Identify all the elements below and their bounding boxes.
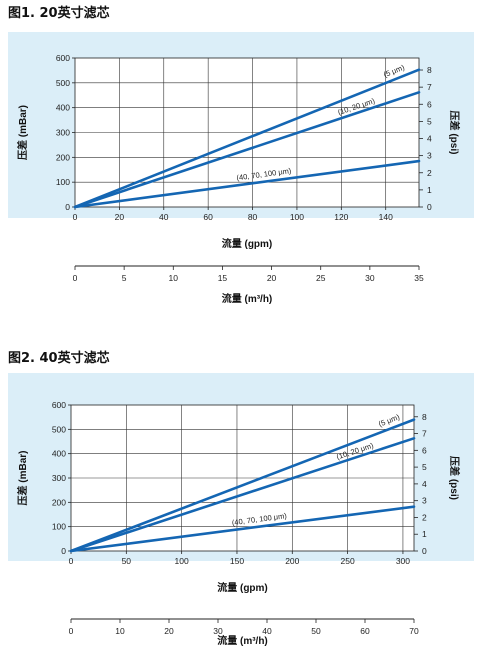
y2-tick-label: 2: [427, 168, 432, 178]
y-axis-label: 压差 (mBar): [16, 105, 29, 160]
x-tick-label: 0: [69, 556, 74, 566]
x-axis-label: 流量 (gpm): [222, 237, 273, 250]
x2-tick-label: 35: [414, 273, 424, 283]
x-tick-label: 140: [379, 212, 393, 222]
y2-tick-label: 1: [427, 185, 432, 195]
x-tick-label: 80: [248, 212, 258, 222]
chart-panel-2: 0 100 200 300 400 500 600 0 50 100 150 200 250 300 0 1 2…: [8, 373, 474, 659]
y-tick-label: 400: [52, 449, 66, 459]
series-line: [73, 68, 421, 209]
x-axis-label: 流量 (gpm): [217, 581, 268, 594]
y2-tick-label: 7: [422, 429, 427, 439]
x2-tick-label: 50: [311, 626, 321, 636]
y-tick-label: 200: [56, 152, 70, 162]
x-tick-label: 100: [290, 212, 304, 222]
y2-axis-label: 压差 (psi): [448, 111, 461, 155]
x2-tick-label: 5: [122, 273, 127, 283]
y-tick-label: 600: [56, 53, 70, 63]
y-tick-label: 500: [52, 424, 66, 434]
x2-tick-label: 15: [218, 273, 228, 283]
y-tick-label: 100: [56, 177, 70, 187]
x2-tick-label: 60: [360, 626, 370, 636]
x-tick-label: 0: [73, 212, 78, 222]
x-tick-label: 300: [396, 556, 410, 566]
x-tick-label: 200: [285, 556, 299, 566]
series-line: [69, 505, 416, 553]
series-line: [73, 159, 421, 209]
y2-tick-label: 3: [422, 496, 427, 506]
y2-axis-label: 压差 (psi): [448, 456, 461, 500]
y-tick-label: 600: [52, 400, 66, 410]
y2-tick-label: 0: [422, 546, 427, 556]
x2-tick-label: 20: [267, 273, 277, 283]
x2-tick-label: 10: [115, 626, 125, 636]
y2-tick-label: 6: [422, 445, 427, 455]
y2-tick-label: 4: [427, 134, 432, 144]
y2-tick-label: 4: [422, 479, 427, 489]
x-tick-label: 20: [115, 212, 125, 222]
series-line: [73, 91, 421, 209]
y-tick-label: 0: [61, 546, 66, 556]
y-tick-label: 200: [52, 497, 66, 507]
x2-tick-label: 30: [365, 273, 375, 283]
x2-tick-label: 20: [164, 626, 174, 636]
x-tick-label: 120: [334, 212, 348, 222]
y-tick-label: 0: [65, 202, 70, 212]
y2-tick-label: 1: [422, 529, 427, 539]
y-tick-label: 300: [52, 473, 66, 483]
x-tick-label: 40: [159, 212, 169, 222]
chart-panel-1: 0 100 200 300 400 500 600 0 20 40 60 80 100 120 140 0 1 2…: [8, 32, 474, 310]
y-tick-label: 500: [56, 78, 70, 88]
x2-axis-label: 流量 (m³/h): [222, 292, 273, 305]
y2-tick-label: 8: [422, 412, 427, 422]
series-line: [69, 418, 416, 553]
y2-tick-label: 5: [422, 462, 427, 472]
x2-tick-label: 30: [213, 626, 223, 636]
x2-tick-label: 0: [69, 626, 74, 636]
x2-axis-label: 流量 (m³/h): [217, 634, 268, 647]
y2-tick-label: 6: [427, 99, 432, 109]
y-tick-label: 100: [52, 522, 66, 532]
x2-tick-label: 40: [262, 626, 272, 636]
figure-2-title: 图2. 40英寸滤芯: [8, 351, 110, 366]
y-axis-label: 压差 (mBar): [16, 450, 29, 505]
x-tick-label: 250: [341, 556, 355, 566]
y-tick-label: 300: [56, 128, 70, 138]
x2-tick-label: 25: [316, 273, 326, 283]
series-line: [69, 437, 416, 553]
y2-tick-label: 8: [427, 65, 432, 75]
y2-tick-label: 3: [427, 151, 432, 161]
y2-tick-label: 2: [422, 512, 427, 522]
x2-tick-label: 70: [409, 626, 419, 636]
x-tick-label: 60: [203, 212, 213, 222]
x2-tick-label: 10: [169, 273, 179, 283]
x-tick-label: 150: [230, 556, 244, 566]
y2-tick-label: 5: [427, 116, 432, 126]
y2-tick-label: 0: [427, 202, 432, 212]
y-tick-label: 400: [56, 103, 70, 113]
x2-tick-label: 0: [73, 273, 78, 283]
x-tick-label: 100: [175, 556, 189, 566]
figure-1-title: 图1. 20英寸滤芯: [8, 6, 110, 21]
y2-tick-label: 7: [427, 82, 432, 92]
x-tick-label: 50: [122, 556, 132, 566]
